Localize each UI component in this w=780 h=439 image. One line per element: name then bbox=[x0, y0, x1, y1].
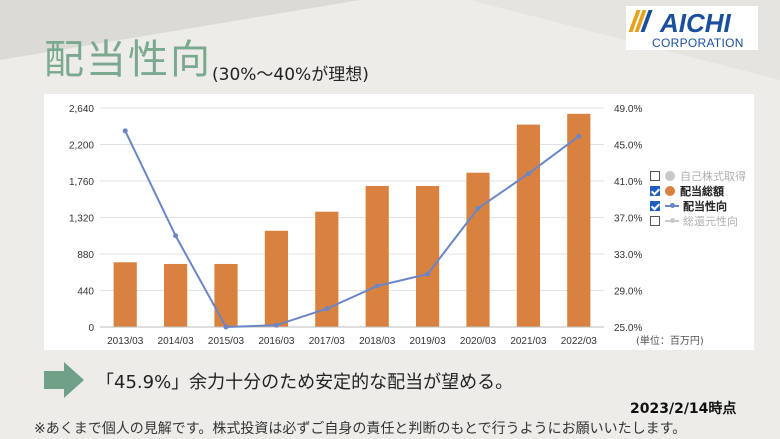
bar bbox=[164, 263, 188, 327]
y-right-tick-label: 49.0% bbox=[614, 104, 642, 115]
legend-checkbox[interactable] bbox=[650, 215, 660, 226]
line-point bbox=[475, 205, 481, 211]
arrow-right-icon bbox=[44, 362, 84, 398]
legend-item[interactable]: 自己株式取得 bbox=[650, 168, 760, 183]
legend-checkbox[interactable] bbox=[650, 200, 660, 211]
bar bbox=[264, 230, 288, 327]
legend-dot-icon bbox=[665, 170, 675, 181]
bar bbox=[466, 172, 490, 327]
x-tick-label: 2019/03 bbox=[410, 336, 447, 347]
line-point bbox=[173, 233, 179, 239]
bar bbox=[416, 185, 440, 327]
company-logo: AICHI bbox=[626, 6, 758, 50]
bar bbox=[567, 113, 591, 327]
legend-label: 配当性向 bbox=[683, 199, 727, 213]
legend-item[interactable]: 総還元性向 bbox=[650, 213, 760, 228]
line-point bbox=[223, 324, 229, 330]
y-left-tick-label: 1,320 bbox=[69, 214, 94, 225]
line-point bbox=[273, 322, 279, 328]
x-tick-label: 2022/03 bbox=[561, 336, 598, 347]
x-tick-label: 2017/03 bbox=[309, 336, 346, 347]
as-of-date: 2023/2/14時点 bbox=[630, 401, 737, 417]
legend-item[interactable]: 配当総額 bbox=[650, 183, 760, 198]
legend-line-icon bbox=[665, 216, 679, 226]
x-tick-label: 2018/03 bbox=[359, 336, 396, 347]
legend-checkbox[interactable] bbox=[650, 185, 660, 196]
page-title: 配当性向 bbox=[44, 37, 212, 83]
bar bbox=[214, 263, 238, 327]
payout-ratio-line bbox=[124, 130, 580, 329]
dividend-chart: 0 440 880 1,320 1,760 2,200 2,640 25.0% 29.0% 33.… bbox=[69, 104, 704, 347]
y-right-tick-label: 41.0% bbox=[614, 177, 642, 188]
bar bbox=[516, 124, 540, 327]
logo-subtitle: CORPORATION bbox=[652, 36, 744, 50]
line-point bbox=[576, 133, 582, 139]
y-right-tick-label: 29.0% bbox=[614, 287, 642, 298]
y-left-tick-label: 0 bbox=[88, 323, 94, 334]
legend-label: 配当総額 bbox=[680, 184, 724, 198]
y-left-tick-label: 880 bbox=[77, 250, 94, 261]
x-tick-label: 2015/03 bbox=[208, 336, 245, 347]
bar bbox=[365, 185, 389, 327]
bar bbox=[315, 211, 339, 327]
y-left-tick-label: 1,760 bbox=[69, 177, 94, 188]
disclaimer-note: ※あくまで個人の見解です。株式投資は必ずご自身の責任と判断のもとで行うようにお願… bbox=[34, 421, 687, 437]
chart-panel: 0 440 880 1,320 1,760 2,200 2,640 25.0% 29.0% 33.… bbox=[44, 94, 754, 350]
page-subtitle: (30%〜40%が理想) bbox=[212, 65, 369, 85]
legend-label: 自己株式取得 bbox=[680, 169, 746, 183]
line-point bbox=[122, 128, 128, 134]
x-tick-label: 2014/03 bbox=[158, 336, 195, 347]
x-tick-label: 2021/03 bbox=[510, 336, 547, 347]
line-point bbox=[374, 283, 380, 289]
y-right-tick-label: 45.0% bbox=[614, 141, 642, 152]
legend-item[interactable]: 配当性向 bbox=[650, 198, 760, 213]
line-point bbox=[425, 271, 431, 277]
summary-message: 「45.9%」余力十分のため安定的な配当が望める。 bbox=[96, 372, 514, 393]
chart-legend: 自己株式取得 配当総額 配当性向 総還元性向 bbox=[650, 168, 760, 228]
y-left-tick-label: 2,640 bbox=[69, 104, 94, 115]
bar bbox=[113, 262, 137, 327]
line-point bbox=[324, 306, 330, 312]
x-tick-label: 2020/03 bbox=[460, 336, 497, 347]
y-left-tick-label: 440 bbox=[77, 287, 94, 298]
x-tick-label: 2016/03 bbox=[258, 336, 295, 347]
legend-line-icon bbox=[665, 201, 679, 211]
legend-checkbox[interactable] bbox=[650, 170, 660, 181]
y-right-tick-label: 25.0% bbox=[614, 323, 642, 334]
logo-wordmark: AICHI bbox=[659, 8, 732, 38]
y-right-tick-label: 33.0% bbox=[614, 250, 642, 261]
legend-label: 総還元性向 bbox=[683, 214, 738, 228]
y-right-tick-label: 37.0% bbox=[614, 214, 642, 225]
legend-dot-icon bbox=[665, 185, 675, 196]
x-tick-label: 2013/03 bbox=[107, 336, 144, 347]
y-left-tick-label: 2,200 bbox=[69, 141, 94, 152]
line-point bbox=[525, 171, 531, 177]
unit-label: (単位：百万円) bbox=[636, 334, 704, 347]
